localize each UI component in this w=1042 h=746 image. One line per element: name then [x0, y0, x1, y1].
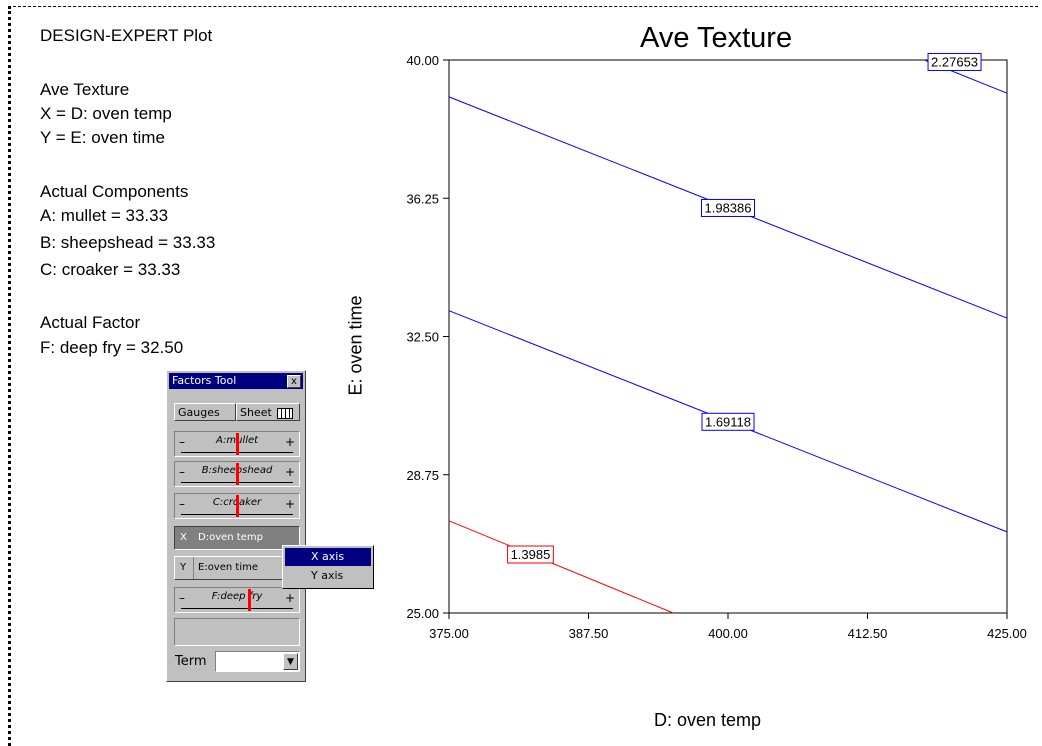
chart-title: Ave Texture	[640, 22, 793, 54]
sheet-button[interactable]: Sheet	[236, 403, 300, 421]
sheet-button-label: Sheet	[240, 406, 272, 419]
x-tick-label: 425.00	[987, 626, 1027, 641]
gauge-sheepshead[interactable]: – B:sheepshead +	[174, 461, 300, 487]
y-tick-label: 36.25	[406, 191, 439, 206]
y-tick-label: 40.00	[406, 53, 439, 68]
plus-icon[interactable]: +	[284, 465, 295, 479]
x-axis-factor-button[interactable]: X D:oven temp	[174, 526, 300, 550]
minus-icon[interactable]: –	[179, 465, 185, 479]
plus-icon[interactable]: +	[284, 497, 295, 511]
minus-icon[interactable]: –	[179, 435, 185, 449]
minus-icon[interactable]: –	[179, 591, 185, 605]
y-definition: Y = E: oven time	[40, 128, 165, 147]
factors-tool-window[interactable]: Factors Tool x Gauges Sheet – A:mullet +…	[166, 370, 306, 682]
gauge-needle[interactable]	[236, 463, 239, 485]
factors-tool-titlebar[interactable]: Factors Tool x	[169, 373, 303, 389]
x-tick-label: 375.00	[429, 626, 469, 641]
empty-slot	[174, 618, 300, 646]
factors-tool-title: Factors Tool	[172, 374, 237, 387]
gauges-button-label: Gauges	[178, 406, 220, 419]
contour-level-label: 1.3985	[511, 547, 551, 562]
components-title: Actual Components	[40, 182, 189, 201]
program-name: DESIGN-EXPERT Plot	[40, 26, 213, 45]
component-a: A: mullet = 33.33	[40, 206, 169, 225]
menu-item-y-axis[interactable]: Y axis	[311, 569, 344, 582]
term-select[interactable]: ▼	[215, 651, 300, 672]
component-b: B: sheepshead = 33.33	[40, 233, 216, 252]
plus-icon[interactable]: +	[284, 591, 295, 605]
y-axis-letter: Y	[180, 562, 187, 573]
gauge-needle[interactable]	[248, 589, 252, 611]
x-tick-label: 412.50	[848, 626, 888, 641]
x-definition: X = D: oven temp	[40, 104, 172, 123]
contour-label-box	[701, 412, 755, 431]
factor-title: Actual Factor	[40, 313, 141, 332]
response-name: Ave Texture	[40, 80, 130, 99]
plus-icon[interactable]: +	[284, 435, 295, 449]
contour-label-box	[701, 198, 755, 217]
factor-value: F: deep fry = 32.50	[40, 338, 184, 357]
x-tick-label: 400.00	[708, 626, 748, 641]
contour-line	[448, 520, 674, 614]
chevron-down-icon[interactable]: ▼	[283, 653, 298, 670]
contour-level-label: 2.27653	[931, 54, 978, 69]
y-tick-label: 25.00	[406, 606, 439, 621]
component-c: C: croaker = 33.33	[40, 260, 181, 279]
gauge-croaker[interactable]: – C:croaker +	[174, 493, 300, 519]
gauge-needle[interactable]	[236, 433, 239, 455]
gauges-button[interactable]: Gauges	[174, 403, 236, 421]
close-icon[interactable]: x	[287, 375, 301, 388]
gauge-needle[interactable]	[236, 495, 239, 517]
y-tick-label: 32.50	[406, 330, 439, 345]
plot-frame-border	[8, 6, 1038, 746]
gauge-deep-fry[interactable]: – F:deep fry +	[174, 587, 300, 613]
grid-icon	[277, 407, 294, 419]
contour-level-label: 1.98386	[705, 200, 752, 215]
contour-label-box	[927, 52, 982, 71]
contour-level-label: 1.69118	[705, 414, 751, 429]
x-axis-label: D: oven temp	[654, 710, 762, 730]
y-axis-factor-name: E:oven time	[193, 557, 258, 579]
axis-context-menu[interactable]: X axis Y axis	[282, 545, 374, 589]
y-axis-factor-button[interactable]: Y E:oven time	[174, 556, 300, 580]
minus-icon[interactable]: –	[179, 497, 185, 511]
plot-area-frame	[448, 59, 1008, 614]
gauge-mullet[interactable]: – A:mullet +	[174, 431, 300, 457]
menu-item-x-axis[interactable]: X axis	[285, 548, 371, 566]
x-tick-label: 387.50	[569, 626, 609, 641]
x-axis-letter: X	[180, 532, 187, 543]
gauge-label: F:deep fry	[211, 591, 263, 602]
gauge-track	[181, 608, 293, 609]
x-axis-factor-name: D:oven temp	[193, 527, 263, 549]
y-tick-label: 28.75	[406, 468, 439, 483]
term-label: Term	[175, 654, 207, 669]
contour-label-box	[507, 545, 554, 564]
